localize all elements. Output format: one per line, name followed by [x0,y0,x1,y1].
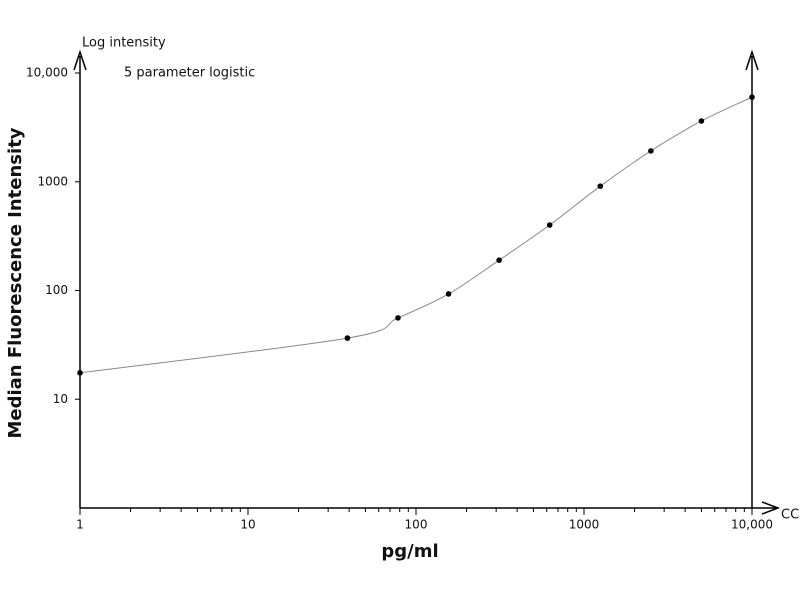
y-tick-label: 10,000 [26,66,68,80]
chart-title: 5 parameter logistic [124,66,255,81]
y-tick-label: 1000 [37,174,68,188]
y-axis-label: Median Fluorescence Intensity [5,127,26,438]
x-tick-label: 100 [405,518,428,532]
data-point [395,315,401,321]
data-point [698,118,705,124]
y-tick-label: 10 [53,392,68,406]
x-axis-label: pg/ml [381,541,438,562]
data-point [496,257,502,263]
x-axis-title: CC [781,508,799,523]
fit-curve [79,96,753,374]
y-axis-title: Log intensity [82,36,166,51]
y-axis [73,49,87,508]
x-tick-label: 10 [240,518,255,532]
data-point [344,335,351,341]
x-tick-label: 10,000 [731,518,773,532]
right-axis [745,49,759,508]
data-point [445,291,452,297]
x-tick-label: 1 [76,518,84,532]
data-point [648,148,654,154]
data-point [749,94,755,100]
data-point [77,370,83,376]
data-point [597,183,604,190]
data-point [546,222,553,228]
x-axis [80,501,781,515]
x-tick-label: 1000 [569,518,600,532]
y-tick-label: 100 [45,283,68,297]
